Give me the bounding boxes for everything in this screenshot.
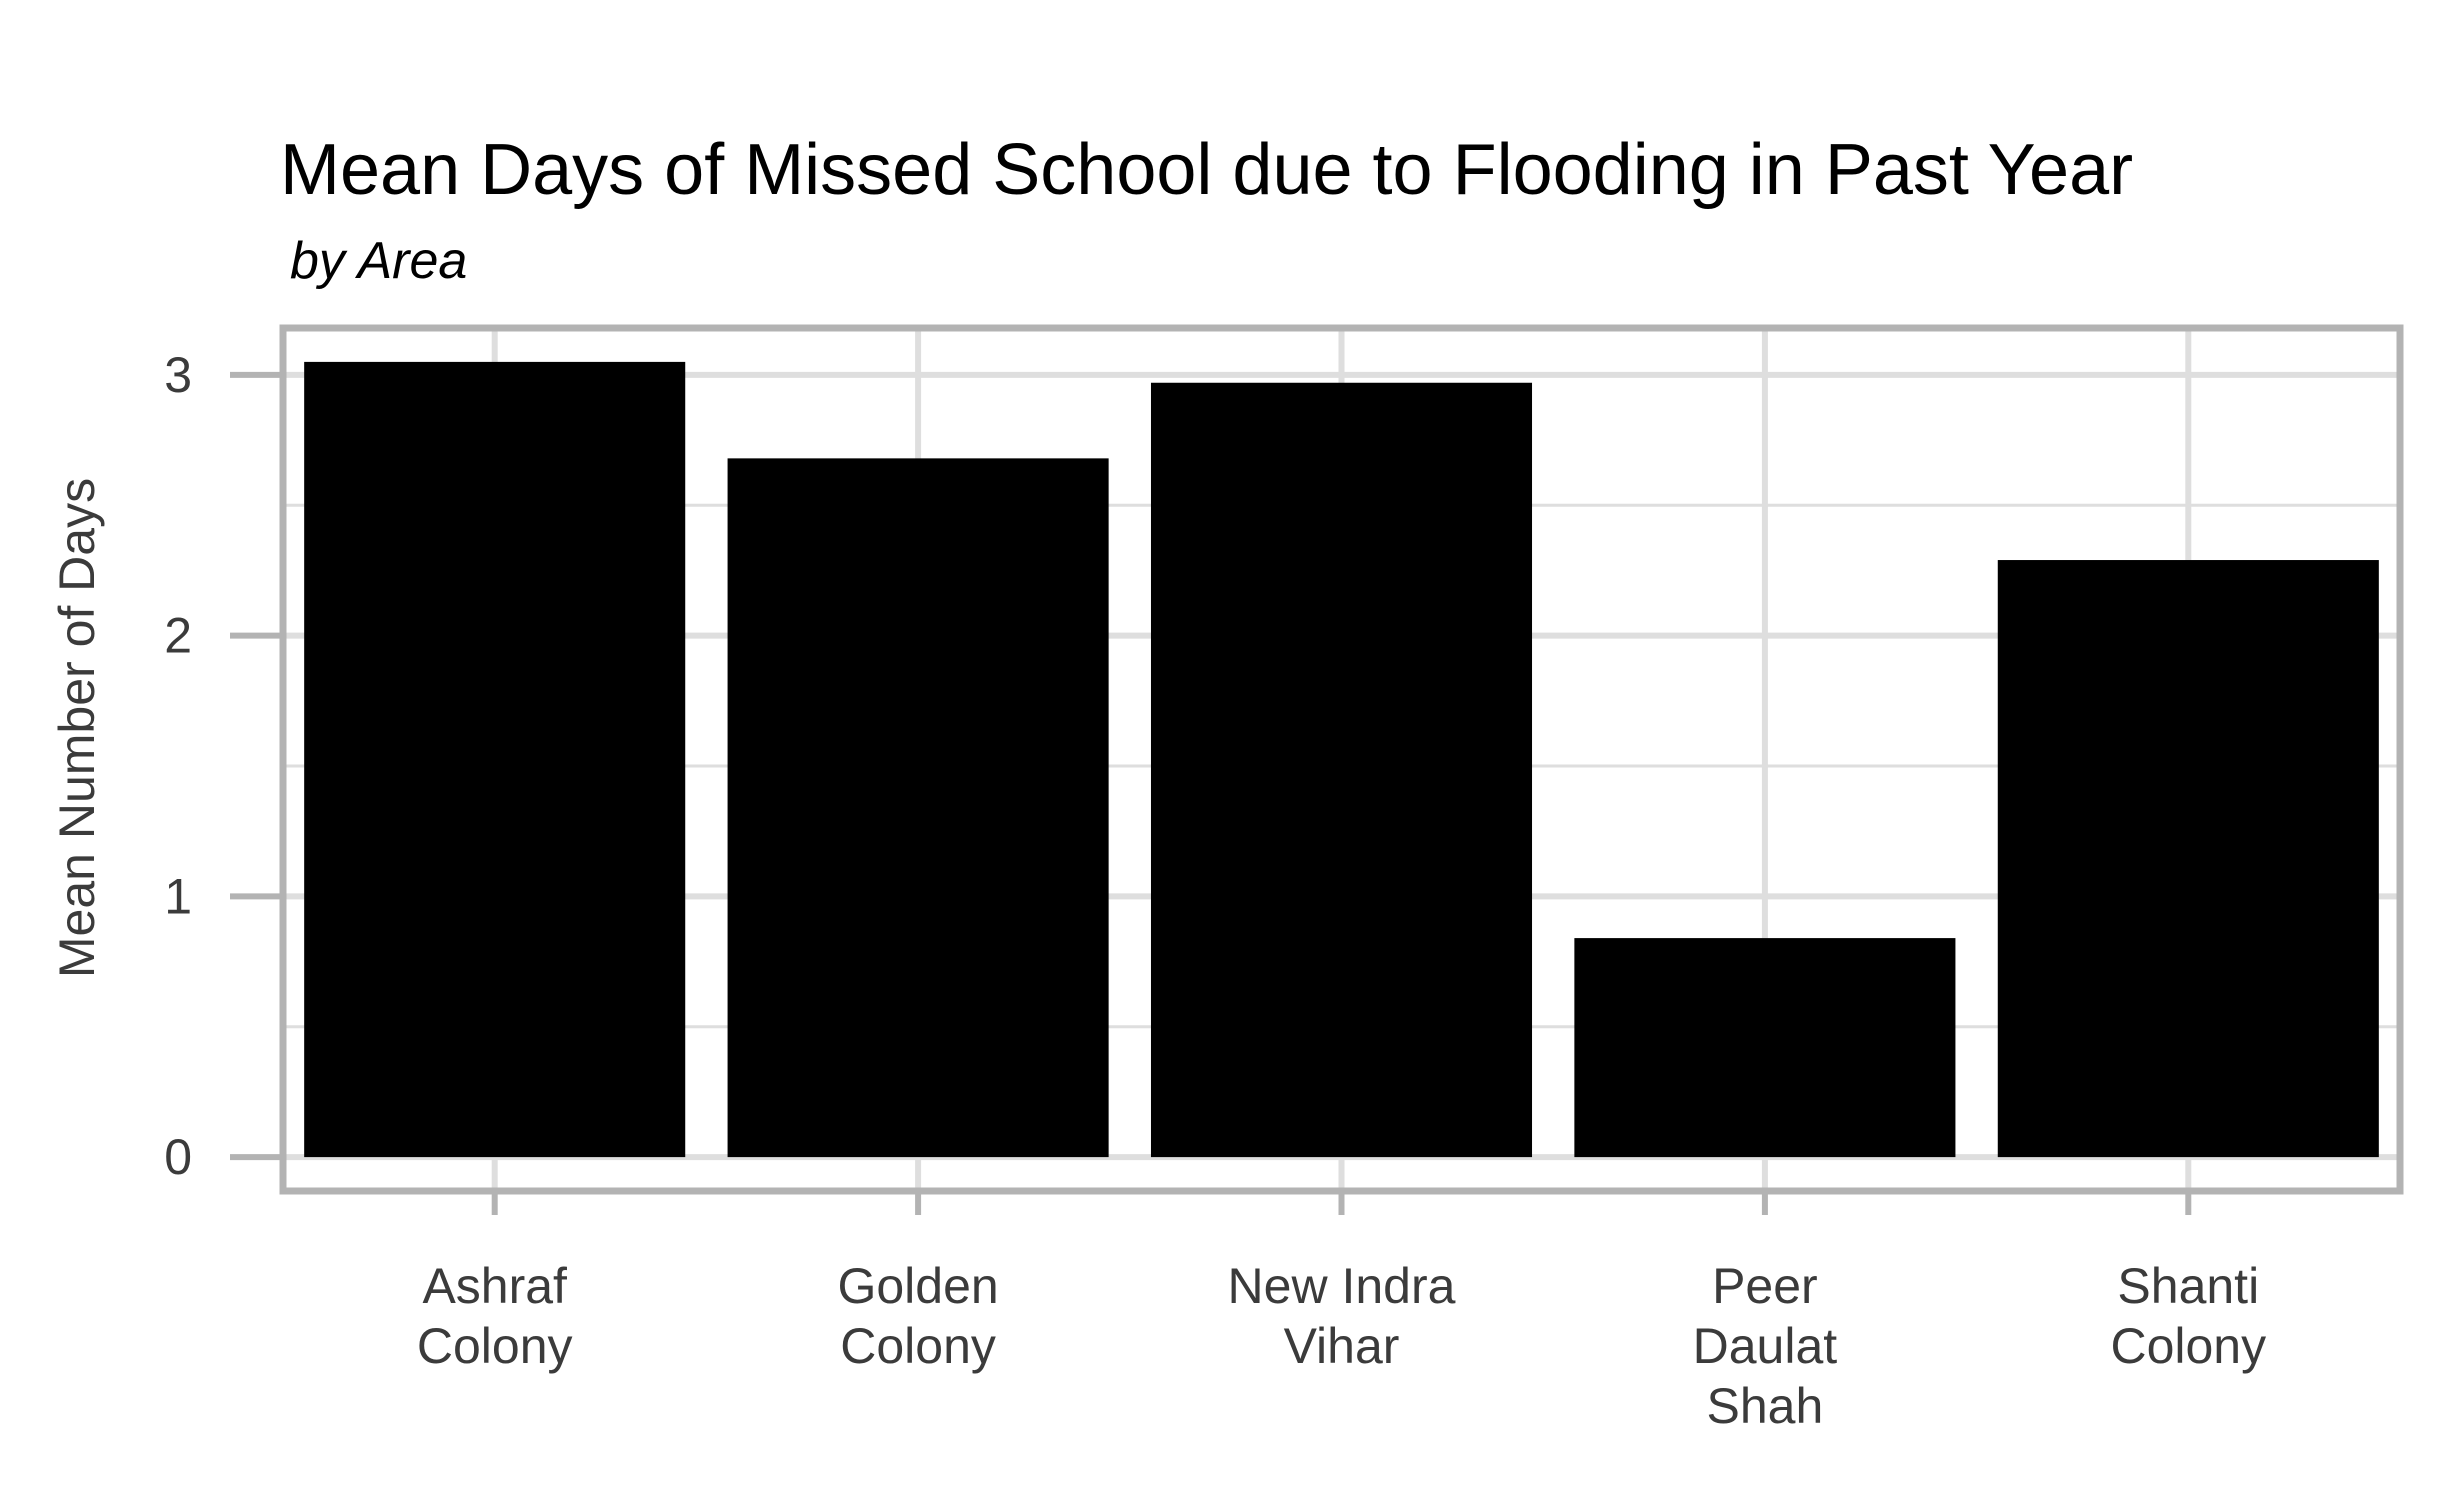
bar bbox=[1997, 560, 2379, 1158]
x-tick-label-line: New Indra bbox=[1228, 1258, 1456, 1314]
bar bbox=[1150, 382, 1533, 1158]
x-tick-label: New Indra Vihar bbox=[1228, 1258, 1456, 1374]
x-tick-label-line: Colony bbox=[2110, 1318, 2266, 1374]
x-tick-label-line: Daulat bbox=[1693, 1318, 1838, 1374]
y-tick-label: 3 bbox=[164, 347, 192, 403]
bars bbox=[304, 361, 2379, 1158]
y-tick-label: 0 bbox=[164, 1129, 192, 1185]
chart-subtitle: by Area bbox=[290, 232, 467, 290]
x-tick-label-line: Peer bbox=[1712, 1258, 1818, 1314]
x-tick-label-line: Golden bbox=[837, 1258, 998, 1314]
x-tick-label-line: Shah bbox=[1707, 1378, 1824, 1434]
chart-title: Mean Days of Missed School due to Floodi… bbox=[280, 130, 2133, 210]
bar bbox=[304, 361, 686, 1158]
x-tick-label-line: Shanti bbox=[2117, 1258, 2259, 1314]
x-tick-label-line: Colony bbox=[417, 1318, 573, 1374]
x-tick-label: Ashraf Colony bbox=[417, 1258, 573, 1374]
plot-panel-border bbox=[279, 324, 2404, 1195]
x-tick-label: Peer Daulat Shah bbox=[1693, 1258, 1838, 1434]
bar bbox=[1574, 938, 1956, 1158]
y-axis-title: Mean Number of Days bbox=[49, 478, 105, 978]
x-tick-label-line: Ashraf bbox=[422, 1258, 567, 1314]
x-tick-label-line: Colony bbox=[840, 1318, 996, 1374]
y-tick-label: 2 bbox=[164, 608, 192, 664]
x-tick-label-line: Vihar bbox=[1284, 1318, 1400, 1374]
y-tick-label: 1 bbox=[164, 868, 192, 924]
bar bbox=[727, 458, 1109, 1158]
x-tick-label: Shanti Colony bbox=[2110, 1258, 2266, 1374]
x-tick-label: Golden Colony bbox=[837, 1258, 998, 1374]
